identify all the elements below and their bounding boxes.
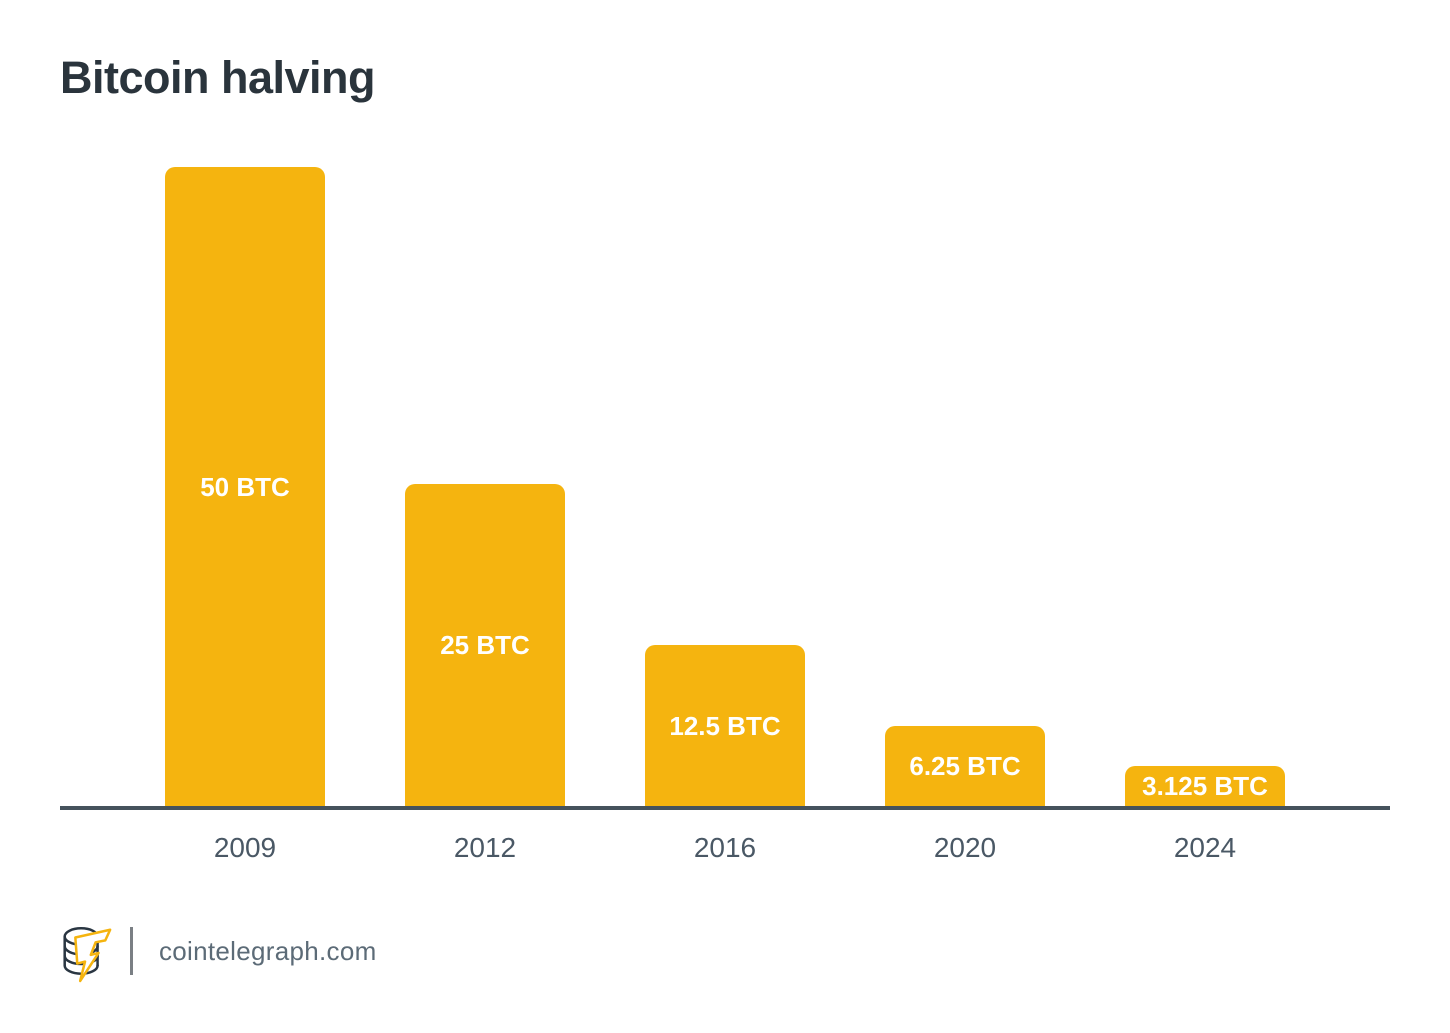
footer-site-label: cointelegraph.com	[159, 935, 377, 966]
bar-2024: 3.125 BTC	[1125, 766, 1285, 806]
bar-group-2009: 50 BTC 2009	[165, 167, 325, 863]
footer: cointelegraph.com	[56, 916, 377, 986]
footer-divider	[130, 927, 133, 975]
bar-value-label: 12.5 BTC	[669, 710, 781, 741]
x-tick-label-2012: 2012	[453, 832, 517, 863]
bar-2009: 50 BTC	[165, 167, 325, 806]
x-tick-label-2024: 2024	[1173, 832, 1237, 863]
x-tick-label-2009: 2009	[213, 832, 277, 863]
bar-chart: 50 BTC 2009 25 BTC 2012 12.5 BTC 2016 6.25 BTC…	[60, 167, 1390, 863]
bar-value-label: 6.25 BTC	[909, 751, 1021, 781]
bar-2016: 12.5 BTC	[645, 645, 805, 806]
bar-group-2024: 3.125 BTC 2024	[1125, 167, 1285, 863]
bar-2012: 25 BTC	[405, 484, 565, 806]
x-tick-label-2020: 2020	[933, 832, 997, 863]
page-title: Bitcoin halving	[60, 52, 376, 103]
bar-value-label: 50 BTC	[200, 471, 290, 502]
bar-2020: 6.25 BTC	[885, 726, 1045, 806]
bar-group-2016: 12.5 BTC 2016	[645, 167, 805, 863]
cointelegraph-logo-icon	[63, 927, 112, 983]
bar-value-label: 25 BTC	[440, 630, 530, 660]
x-tick-label-2016: 2016	[693, 832, 757, 863]
bar-group-2012: 25 BTC 2012	[405, 167, 565, 863]
bar-group-2020: 6.25 BTC 2020	[885, 167, 1045, 863]
lightning-bolt-icon	[74, 928, 112, 983]
bar-value-label: 3.125 BTC	[1142, 771, 1268, 801]
